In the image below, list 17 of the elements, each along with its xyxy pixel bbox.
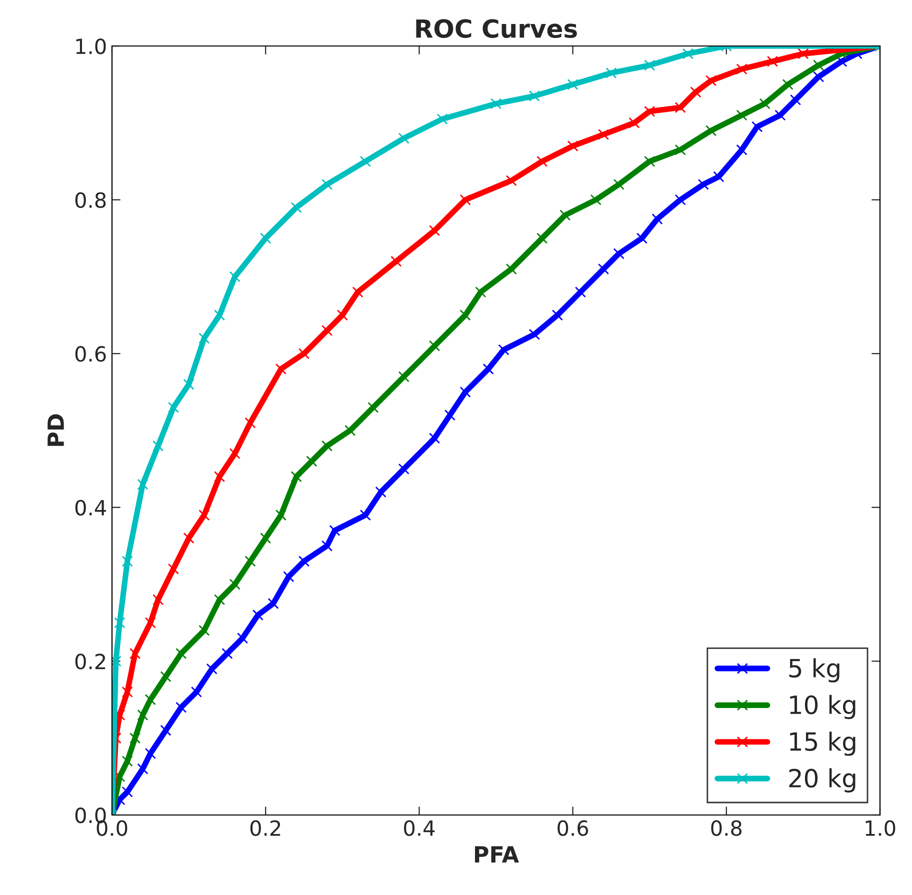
y-tick-label: 1.0 <box>76 38 106 54</box>
y-tick-label: 0.8 <box>75 192 106 208</box>
legend-label: 15 kg <box>790 732 856 756</box>
x-tick-label: 0.2 <box>250 820 280 836</box>
x-tick-label: 0.8 <box>711 820 742 836</box>
y-tick-label: 0.6 <box>75 346 106 362</box>
legend-label: 10 kg <box>790 694 856 720</box>
x-axis-title: PFA <box>474 846 519 862</box>
x-tick-label: 0.6 <box>558 820 588 836</box>
x-tick-label: 0.4 <box>404 820 435 836</box>
y-tick-label: 0.2 <box>75 654 106 670</box>
x-tick-label: 1.0 <box>866 820 896 836</box>
legend-label: 20 kg <box>789 768 856 792</box>
legend-label: 5 kg <box>789 658 840 682</box>
y-axis-title: PD <box>48 414 64 446</box>
chart-title: ROC Curves <box>416 19 577 38</box>
y-tick-label: 0.4 <box>75 500 106 516</box>
